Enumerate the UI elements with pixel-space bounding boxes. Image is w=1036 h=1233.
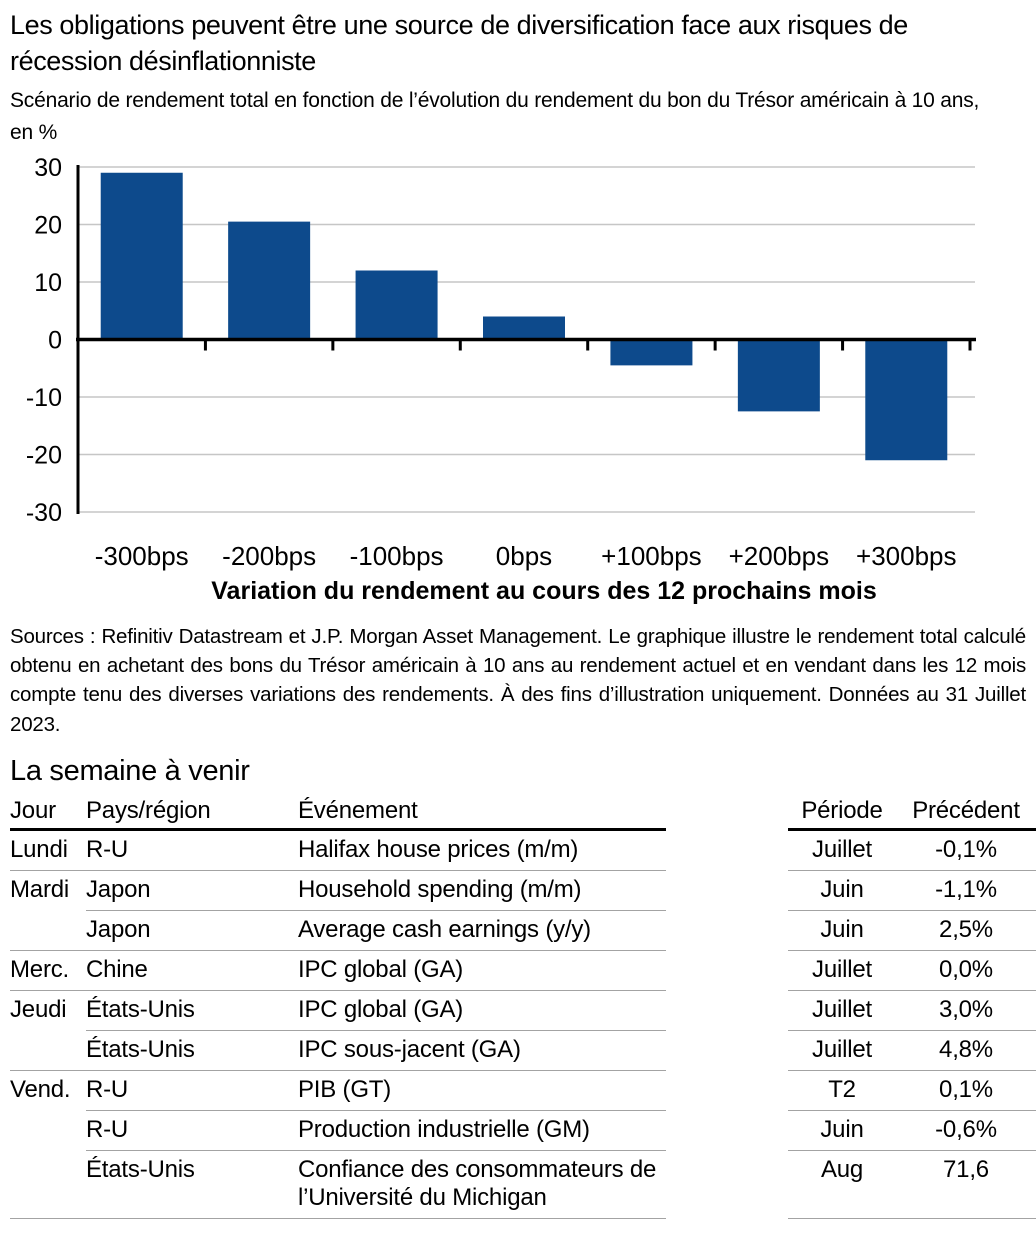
cell-day — [10, 1031, 86, 1071]
table-row: Japon Average cash earnings (y/y) Juin 2,5% — [10, 911, 1036, 951]
week-ahead-heading: La semaine à venir — [10, 754, 250, 787]
column-header-previous: Précédent — [896, 792, 1036, 831]
cell-previous: -0,1% — [896, 831, 1036, 871]
cell-event: Confiance des consommateurs de l’Univers… — [298, 1151, 666, 1219]
cell-event: Average cash earnings (y/y) — [298, 911, 666, 951]
cell-day: Lundi — [10, 831, 86, 871]
x-category-label: +100bps — [601, 541, 701, 571]
cell-event: Household spending (m/m) — [298, 871, 666, 911]
cell-period: Juillet — [788, 991, 896, 1031]
x-category-label: -100bps — [350, 541, 444, 571]
x-category-label: 0bps — [496, 541, 552, 571]
cell-previous: 4,8% — [896, 1031, 1036, 1071]
column-header-period: Période — [788, 792, 896, 831]
bar-+100bps — [610, 339, 693, 366]
total-return-bar-chart: 30 20 10 0 -10 -20 -30 -300bps -200bps -100bps 0bp… — [26, 154, 976, 605]
cell-period: Juin — [788, 1111, 896, 1151]
table-header-row: Jour Pays/région Événement Période Précé… — [10, 792, 1036, 831]
y-tick-label: 10 — [34, 269, 62, 297]
table-row: Mardi Japon Household spending (m/m) Juin -1… — [10, 871, 1036, 911]
cell-region: R-U — [86, 831, 298, 871]
bar--200bps — [228, 221, 311, 340]
cell-previous: 0,1% — [896, 1071, 1036, 1111]
cell-region: États-Unis — [86, 1031, 298, 1071]
cell-event: PIB (GT) — [298, 1071, 666, 1111]
sources-note: Sources : Refinitiv Datastream et J.P. M… — [10, 625, 1026, 736]
column-header-region: Pays/région — [86, 792, 298, 831]
table-row: États-Unis Confiance des consommateurs de… — [10, 1151, 1036, 1219]
week-ahead-table-body: Lundi R-U Halifax house prices (m/m) Juille… — [10, 831, 1036, 1219]
cell-region: Japon — [86, 911, 298, 951]
cell-day — [10, 911, 86, 951]
page: Les obligations peuvent être une source … — [0, 8, 1036, 1219]
bar--300bps — [100, 173, 183, 340]
bar-+200bps — [737, 339, 820, 412]
table-row: R-U Production industrielle (GM) Juin -0,6% — [10, 1111, 1036, 1151]
column-header-event: Événement — [298, 792, 666, 831]
cell-region: Japon — [86, 871, 298, 911]
y-tick-label: -30 — [26, 499, 62, 527]
cell-region: États-Unis — [86, 991, 298, 1031]
cell-period: Aug — [788, 1151, 896, 1219]
cell-event: IPC global (GA) — [298, 991, 666, 1031]
cell-day: Merc. — [10, 951, 86, 991]
x-category-label: +300bps — [856, 541, 956, 571]
cell-region: R-U — [86, 1071, 298, 1111]
page-title: Les obligations peuvent être une source … — [10, 10, 908, 76]
bar--100bps — [355, 270, 438, 340]
cell-day: Vend. — [10, 1075, 71, 1103]
x-category-label: -200bps — [222, 541, 316, 571]
table-row: Jeudi États-Unis IPC global (GA) Juillet 3,0… — [10, 991, 1036, 1031]
x-category-label: -300bps — [95, 541, 189, 571]
table-row: Lundi R-U Halifax house prices (m/m) Juille… — [10, 831, 1036, 871]
y-tick-label: -10 — [26, 384, 62, 412]
cell-region: Chine — [86, 951, 298, 991]
cell-event: Halifax house prices (m/m) — [298, 831, 666, 871]
cell-day — [10, 1151, 86, 1219]
table-row: Merc. Chine IPC global (GA) Juillet 0,0% — [10, 951, 1036, 991]
cell-event: Production industrielle (GM) — [298, 1111, 666, 1151]
cell-previous: 3,0% — [896, 991, 1036, 1031]
cell-previous: 2,5% — [896, 911, 1036, 951]
y-tick-label: 30 — [34, 154, 62, 182]
cell-period: Juillet — [788, 951, 896, 991]
cell-region: R-U — [86, 1111, 298, 1151]
cell-previous: -0,6% — [896, 1111, 1036, 1151]
week-ahead-table: Jour Pays/région Événement Période Précé… — [10, 792, 1036, 1219]
cell-period: Juillet — [788, 1031, 896, 1071]
cell-previous: 71,6 — [896, 1151, 1036, 1219]
cell-period: T2 — [788, 1071, 896, 1111]
y-tick-label: -20 — [26, 442, 62, 470]
cell-day — [10, 1111, 86, 1151]
cell-day: Mardi — [10, 875, 70, 903]
cell-previous: -1,1% — [896, 871, 1036, 911]
bar-0bps — [483, 316, 565, 340]
cell-period: Juin — [788, 911, 896, 951]
x-category-label: +200bps — [729, 541, 829, 571]
bar-+300bps — [865, 339, 948, 461]
cell-event: IPC global (GA) — [298, 951, 666, 991]
cell-period: Juin — [788, 871, 896, 911]
y-tick-label: 20 — [34, 212, 62, 240]
cell-day: Jeudi — [10, 995, 67, 1023]
x-axis-title: Variation du rendement au cours des 12 p… — [211, 577, 876, 605]
chart-subtitle: Scénario de rendement total en fonction … — [10, 89, 980, 144]
column-header-day: Jour — [10, 792, 86, 831]
cell-region: États-Unis — [86, 1151, 298, 1219]
table-row: États-Unis IPC sous-jacent (GA) Juillet 4,8… — [10, 1031, 1036, 1071]
cell-event: IPC sous-jacent (GA) — [298, 1031, 666, 1071]
table-row: Vend. R-U PIB (GT) T2 0,1% — [10, 1071, 1036, 1111]
y-tick-label: 0 — [48, 327, 62, 355]
cell-previous: 0,0% — [896, 951, 1036, 991]
cell-period: Juillet — [788, 831, 896, 871]
